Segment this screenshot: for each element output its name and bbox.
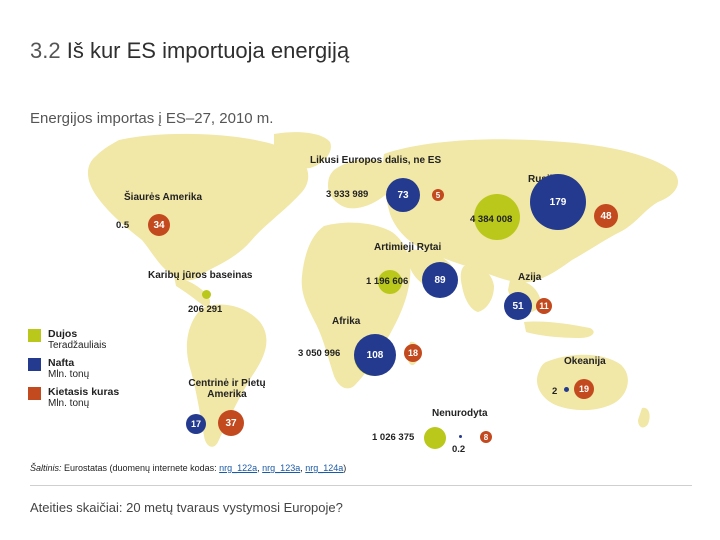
world-map: Likusi Europos dalis, ne ES 3 933 989 73… xyxy=(24,130,704,460)
map-south-america xyxy=(186,304,267,447)
bubble-asia-coal: 11 xyxy=(536,298,552,314)
bubble-rest-europe-coal: 5 xyxy=(432,189,444,201)
footer-divider xyxy=(30,485,692,486)
map-indonesia xyxy=(524,321,594,338)
legend-name-oil: Nafta xyxy=(48,357,75,369)
value-north-america-gas: 0.5 xyxy=(116,220,130,231)
value-africa-coal: 18 xyxy=(407,348,418,358)
bubble-unspecified-coal: 8 xyxy=(480,431,492,443)
legend-swatch-gas xyxy=(28,329,41,342)
value-unspecified-gas: 1 026 375 xyxy=(372,432,415,443)
map-central-america xyxy=(174,276,211,307)
value-central-south-america-coal: 37 xyxy=(225,417,237,429)
value-middle-east-gas: 1 196 606 xyxy=(366,276,409,287)
label-north-america: Šiaurės Amerika xyxy=(124,192,203,203)
map-africa xyxy=(301,222,411,389)
bubble-unspecified-gas xyxy=(424,427,446,449)
value-middle-east-oil: 89 xyxy=(434,274,446,286)
value-central-south-america-oil: 17 xyxy=(190,419,201,429)
bubble-russia-gas xyxy=(474,194,520,240)
bubble-oceania-oil xyxy=(564,387,569,392)
map-north-america xyxy=(87,133,309,281)
legend-unit-gas: Teradžauliais xyxy=(48,340,107,351)
label-asia: Azija xyxy=(518,272,542,283)
legend-unit-coal: Mln. tonų xyxy=(48,398,90,409)
map-russia-asia xyxy=(382,139,679,283)
source-link-nrg-122a[interactable]: nrg_122a xyxy=(219,463,258,473)
label-oceania: Okeanija xyxy=(564,356,606,367)
value-unspecified-coal: 8 xyxy=(483,432,489,442)
bubble-russia-oil: 179 xyxy=(530,174,586,230)
value-asia-oil: 51 xyxy=(512,300,524,312)
label-middle-east: Artimieji Rytai xyxy=(374,242,442,253)
source-sep-1: , xyxy=(257,463,263,473)
source-text: Eurostatas (duomenų internete kodas: xyxy=(61,463,220,473)
value-north-america-coal: 34 xyxy=(153,219,165,231)
legend: Dujos Teradžauliais Nafta Mln. tonų Kiet… xyxy=(28,328,119,415)
legend-item-gas: Dujos Teradžauliais xyxy=(28,328,119,351)
source-link-nrg-123a[interactable]: nrg_123a xyxy=(262,463,301,473)
bubble-unspecified-oil xyxy=(459,435,462,438)
bubble-asia-oil: 51 xyxy=(504,292,532,320)
value-russia-gas: 4 384 008 xyxy=(470,214,513,225)
map-new-zealand xyxy=(638,407,650,428)
bubble-central-south-america-coal: 37 xyxy=(218,410,244,436)
bubble-middle-east-oil: 89 xyxy=(422,262,458,298)
map-europe xyxy=(328,159,395,209)
value-africa-oil: 108 xyxy=(366,349,384,361)
bubble-middle-east-gas xyxy=(378,270,402,294)
label-central-south-america: Centrinė ir Pietų Amerika xyxy=(188,378,266,400)
bubble-rest-europe-oil: 73 xyxy=(386,178,420,212)
slide-title-text: Iš kur ES importuoja energiją xyxy=(66,38,350,63)
value-oceania-coal: 19 xyxy=(578,384,589,394)
legend-unit-oil: Mln. tonų xyxy=(48,369,90,380)
label-rest-europe: Likusi Europos dalis, ne ES xyxy=(310,155,442,166)
bubble-central-south-america-oil: 17 xyxy=(186,414,206,434)
label-unspecified: Nenurodyta xyxy=(432,408,488,419)
value-russia-oil: 179 xyxy=(549,196,567,208)
source-sep-2: , xyxy=(300,463,306,473)
source-link-nrg-124a[interactable]: nrg_124a xyxy=(305,463,344,473)
value-unspecified-oil: 0.2 xyxy=(452,444,466,455)
legend-item-coal: Kietasis kuras Mln. tonų xyxy=(28,386,119,409)
slide-number: 3.2 xyxy=(30,38,61,63)
world-map-shapes xyxy=(87,132,679,447)
bubble-africa-oil: 108 xyxy=(354,334,396,376)
bubble-north-america-coal: 34 xyxy=(148,214,170,236)
label-africa: Afrika xyxy=(332,316,361,327)
map-india xyxy=(460,265,494,312)
map-greenland xyxy=(274,132,331,169)
slide-title: 3.2 Iš kur ES importuoja energiją xyxy=(30,38,349,64)
legend-item-oil: Nafta Mln. tonų xyxy=(28,357,119,380)
value-asia-coal: 11 xyxy=(539,301,549,311)
legend-swatch-coal xyxy=(28,387,41,400)
footer-text: Ateities skaičiai: 20 metų tvaraus vysty… xyxy=(30,500,343,515)
value-africa-gas: 3 050 996 xyxy=(298,348,341,359)
bubble-oceania-coal: 19 xyxy=(574,379,594,399)
label-caribbean: Karibų jūros baseinas xyxy=(148,270,253,281)
value-caribbean-gas: 206 291 xyxy=(188,304,223,315)
source-suffix: ) xyxy=(343,463,347,473)
slide-subtitle: Energijos importas į ES–27, 2010 m. xyxy=(30,110,274,127)
value-oceania-oil: 2 xyxy=(552,386,558,397)
legend-name-coal: Kietasis kuras xyxy=(48,386,120,398)
source-note: Šaltinis: Eurostatas (duomenų internete … xyxy=(30,463,346,473)
value-rest-europe-oil: 73 xyxy=(397,189,409,201)
bubble-russia-coal: 48 xyxy=(594,204,618,228)
value-rest-europe-coal: 5 xyxy=(435,190,441,200)
value-russia-coal: 48 xyxy=(600,210,612,222)
bubble-caribbean-gas xyxy=(202,290,211,299)
legend-swatch-oil xyxy=(28,358,41,371)
value-rest-europe-gas: 3 933 989 xyxy=(326,189,369,200)
bubble-africa-coal: 18 xyxy=(404,344,422,362)
legend-name-gas: Dujos xyxy=(48,328,78,340)
source-prefix: Šaltinis: xyxy=(30,463,62,473)
